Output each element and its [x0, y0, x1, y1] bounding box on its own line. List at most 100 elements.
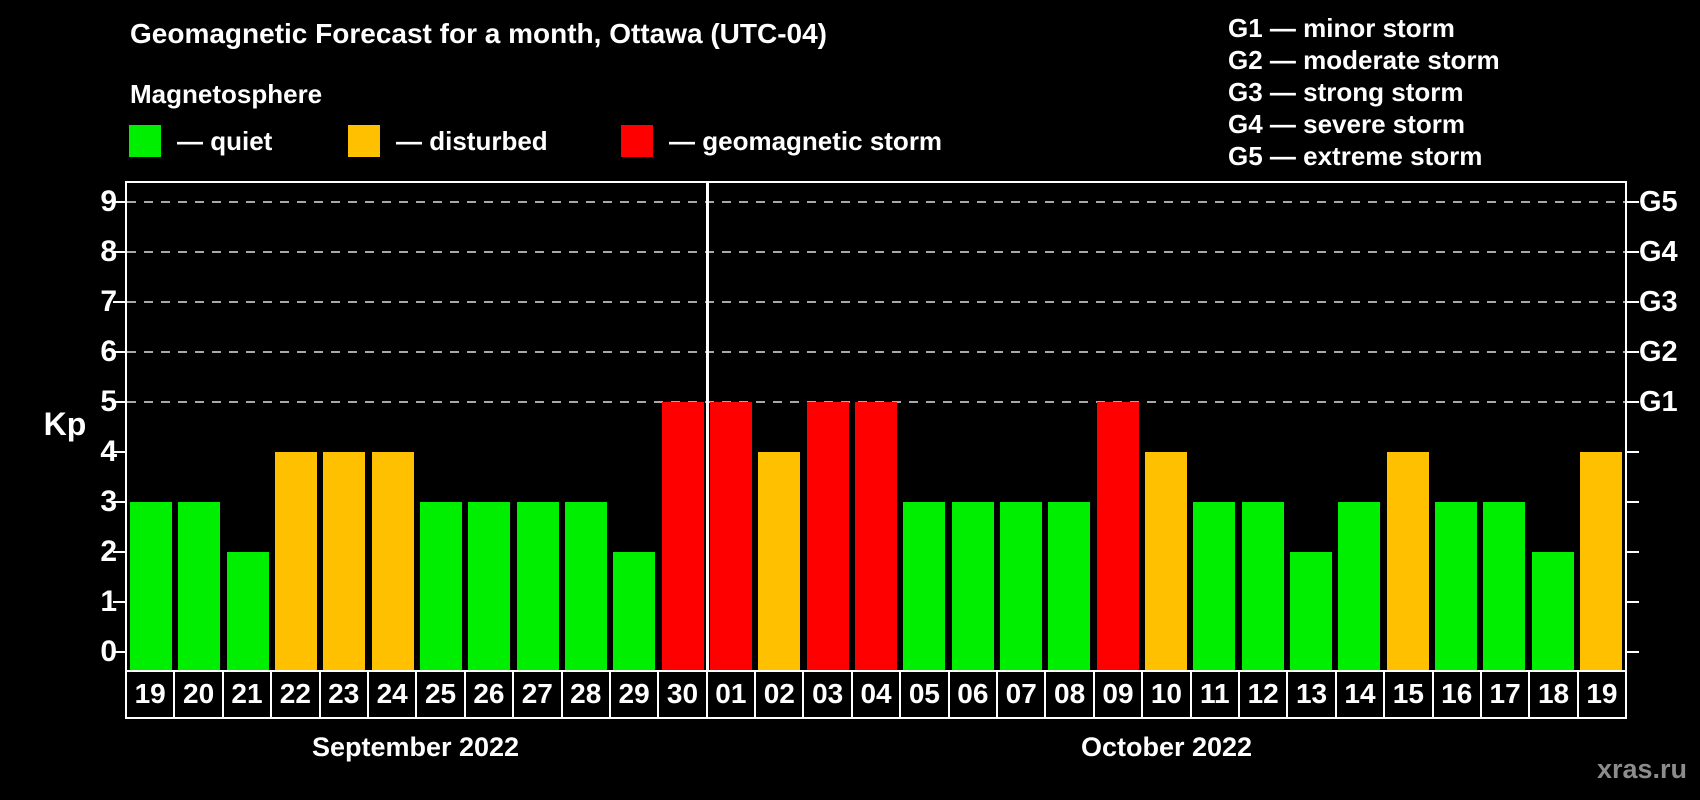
- left-tick-kp5: [113, 401, 125, 403]
- date-cell-october-17: 17: [1479, 672, 1528, 717]
- date-cell-october-01: 01: [705, 672, 754, 717]
- bar-slot-18: [1529, 183, 1577, 670]
- storm-scale-line-3: G3 — strong storm: [1228, 77, 1464, 107]
- date-cell-october-16: 16: [1431, 672, 1480, 717]
- kp-tick-label-9: 9: [100, 185, 117, 218]
- right-tick-kp4: [1627, 451, 1639, 453]
- left-tick-kp6: [113, 351, 125, 353]
- date-cell-september-19: 19: [134, 678, 166, 709]
- kp-bar-september-30: [661, 402, 704, 670]
- date-cell-october-07: 07: [996, 672, 1044, 717]
- status-legend: — quiet — disturbed — geomagnetic storm: [0, 124, 1100, 158]
- kp-bar-october-06: [951, 502, 994, 670]
- storm-scale-line-4: G4 — severe storm: [1228, 109, 1466, 139]
- bar-slot-24: [369, 183, 417, 670]
- legend-item-disturbed: — disturbed: [348, 124, 548, 158]
- left-tick-kp3: [113, 501, 125, 503]
- kp-bar-october-05: [903, 502, 946, 670]
- kp-tick-label-4: 4: [100, 435, 117, 468]
- left-tick-kp4: [113, 451, 125, 453]
- kp-tick-label-7: 7: [100, 285, 117, 318]
- date-cell-september-25: 25: [415, 672, 463, 717]
- bar-slot-04: [852, 183, 900, 670]
- left-tick-kp9: [113, 201, 125, 203]
- date-cell-september-23: 23: [318, 672, 367, 717]
- date-cell-october-19: 19: [1576, 672, 1625, 717]
- date-cell-october-11: 11: [1189, 672, 1238, 717]
- bar-slot-10: [1142, 183, 1190, 670]
- date-cell-october-04: 04: [850, 672, 899, 717]
- legend-item-storm: — geomagnetic storm: [621, 124, 942, 158]
- right-tick-kp7: [1627, 301, 1639, 303]
- kp-tick-label-2: 2: [100, 535, 117, 568]
- disturbed-color-swatch: [348, 125, 380, 157]
- kp-tick-label-0: 0: [100, 635, 117, 668]
- legend-item-quiet: — quiet: [129, 124, 272, 158]
- kp-bar-october-07: [1000, 502, 1043, 670]
- date-cell-september-30: 30: [657, 672, 705, 717]
- bar-slot-09: [1094, 183, 1142, 670]
- kp-bar-october-10: [1145, 452, 1188, 670]
- kp-bar-september-26: [468, 502, 511, 670]
- date-cell-september-26: 26: [463, 672, 512, 717]
- right-tick-kp5: [1627, 401, 1639, 403]
- date-cell-september-29: 29: [608, 672, 657, 717]
- date-cell-october-10: 10: [1141, 672, 1189, 717]
- bar-slot-30: [659, 183, 707, 670]
- kp-bar-october-09: [1096, 402, 1139, 670]
- bar-slot-26: [465, 183, 513, 670]
- gridline-kp7: [127, 301, 1625, 303]
- date-cell-september-21: 21: [221, 672, 270, 717]
- kp-bar-october-16: [1435, 502, 1478, 670]
- date-cell-october-05: 05: [899, 672, 947, 717]
- bar-slot-27: [514, 183, 562, 670]
- kp-bar-september-27: [516, 502, 559, 670]
- bar-slot-12: [1239, 183, 1287, 670]
- date-cell-september-24: 24: [366, 672, 415, 717]
- kp-bar-september-28: [565, 502, 608, 670]
- left-tick-kp0: [113, 651, 125, 653]
- storm-scale-line-2: G2 — moderate storm: [1228, 45, 1500, 75]
- bar-slot-20: [175, 183, 223, 670]
- bar-slot-19: [1577, 183, 1625, 670]
- month-label-september: September 2022: [311, 732, 520, 762]
- kp-bar-october-19: [1580, 452, 1622, 670]
- kp-bar-october-04: [855, 402, 898, 670]
- bar-slot-21: [224, 183, 272, 670]
- storm-scale-line-1: G1 — minor storm: [1228, 13, 1455, 43]
- bar-slot-13: [1287, 183, 1335, 670]
- date-cell-september-20: 20: [173, 672, 221, 717]
- kp-tick-label-3: 3: [100, 485, 117, 518]
- bar-slot-01: [707, 183, 755, 670]
- right-tick-kp3: [1627, 501, 1639, 503]
- kp-bar-october-02: [758, 452, 801, 670]
- right-tick-kp6: [1627, 351, 1639, 353]
- kp-bar-october-13: [1290, 552, 1333, 670]
- right-tick-kp1: [1627, 601, 1639, 603]
- month-label-october: October 2022: [1080, 732, 1253, 762]
- chart-title: Geomagnetic Forecast for a month, Ottawa…: [130, 18, 827, 49]
- kp-bar-october-11: [1193, 502, 1236, 670]
- bar-slot-02: [755, 183, 803, 670]
- kp-bar-september-20: [178, 502, 221, 670]
- bar-slot-17: [1480, 183, 1528, 670]
- kp-bar-september-21: [226, 552, 269, 670]
- g-scale-label-g3: G3: [1639, 286, 1678, 318]
- gridline-kp8: [127, 251, 1625, 253]
- bar-slot-22: [272, 183, 320, 670]
- kp-bar-october-08: [1048, 502, 1091, 670]
- bar-slot-29: [610, 183, 658, 670]
- g-scale-label-g5: G5: [1639, 186, 1678, 218]
- kp-tick-label-8: 8: [100, 235, 117, 268]
- kp-bar-october-15: [1386, 452, 1429, 670]
- right-tick-kp9: [1627, 201, 1639, 203]
- left-tick-kp1: [113, 601, 125, 603]
- bar-slot-28: [562, 183, 610, 670]
- kp-bar-october-17: [1483, 502, 1526, 670]
- watermark: xras.ru: [1596, 754, 1687, 784]
- bar-slot-23: [320, 183, 368, 670]
- kp-bar-september-23: [323, 452, 366, 670]
- bar-slot-14: [1335, 183, 1383, 670]
- kp-bar-september-29: [613, 552, 656, 670]
